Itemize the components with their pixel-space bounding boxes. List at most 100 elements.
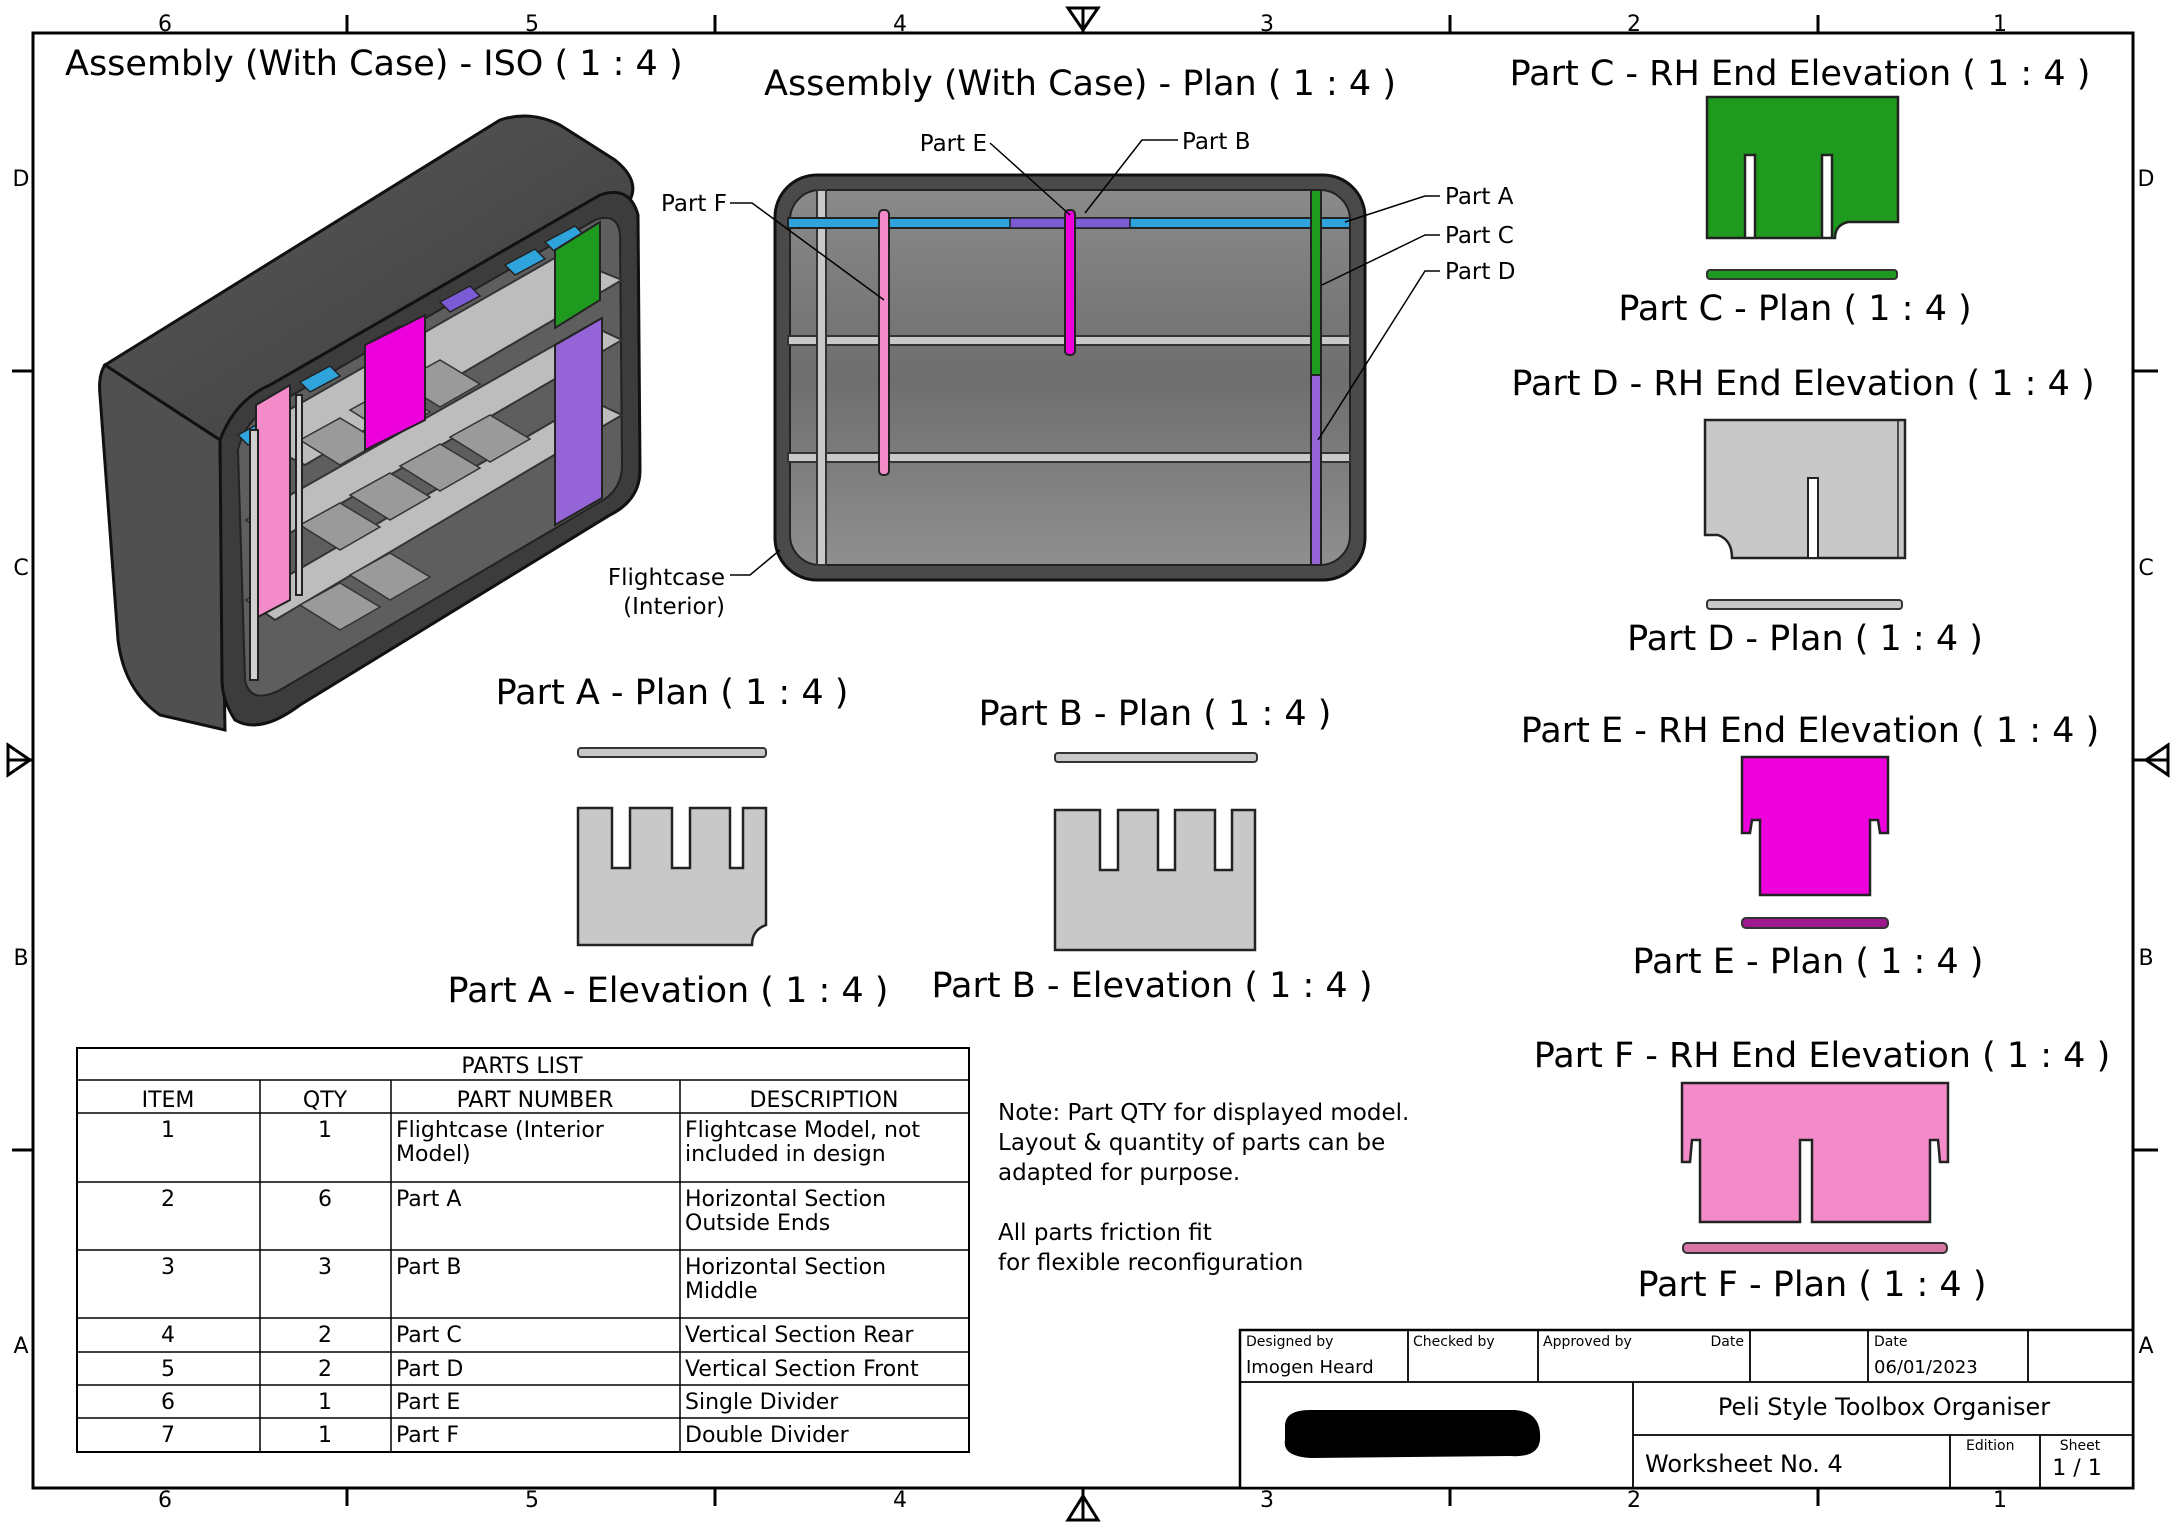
designed-by-label: Designed by [1246, 1334, 1333, 1350]
parts-list-header: PART NUMBER [457, 1088, 614, 1113]
zone-row-left: C [13, 556, 28, 581]
zone-row-right: D [2138, 167, 2155, 192]
parts-list-part-cell: Flightcase (Interior [396, 1118, 605, 1143]
parts-list-qty-cell: 1 [318, 1423, 332, 1448]
parts-list-item-cell: 1 [161, 1118, 175, 1143]
notes: Note: Part QTY for displayed model. Layo… [998, 1100, 1409, 1276]
parts-list-header: DESCRIPTION [750, 1088, 899, 1113]
note-line: Layout & quantity of parts can be [998, 1130, 1385, 1156]
part-b-plan-title: Part B - Plan ( 1 : 4 ) [979, 694, 1332, 734]
parts-list-qty-cell: 1 [318, 1390, 332, 1415]
part-f-plan-view [1682, 1242, 1948, 1254]
title-block: Designed by Imogen Heard Checked by Appr… [1238, 1328, 2135, 1490]
zone-row-left: D [13, 167, 30, 192]
zone-col-bottom: 4 [893, 1488, 907, 1513]
callout-flightcase-interior: (Interior) [623, 594, 725, 620]
parts-list-part-cell: Part A [396, 1187, 461, 1212]
zone-labels: 6 5 4 3 2 1 6 5 4 3 2 1 D C B A D C B A [13, 12, 2155, 1513]
parts-list-description-cell: Flightcase Model, not [685, 1118, 920, 1143]
note-line: adapted for purpose. [998, 1160, 1240, 1186]
part-a-elevation-title: Part A - Elevation ( 1 : 4 ) [448, 971, 889, 1011]
plan-callouts: Part E Part B Part F Part A Part C Part … [608, 129, 1516, 620]
edition-label: Edition [1966, 1438, 2014, 1454]
part-d-plan-title: Part D - Plan ( 1 : 4 ) [1627, 619, 1983, 659]
zone-col-top: 3 [1260, 12, 1274, 37]
part-c-end-title: Part C - RH End Elevation ( 1 : 4 ) [1510, 54, 2091, 94]
part-d-plan-view [1706, 599, 1903, 610]
parts-list-description-cell: Double Divider [685, 1423, 850, 1448]
zone-col-top: 6 [158, 12, 172, 37]
date-value: 06/01/2023 [1874, 1357, 1978, 1378]
worksheet-number: Worksheet No. 4 [1645, 1450, 1843, 1478]
part-a-plan-view [577, 747, 767, 758]
part-e-plan-view [1741, 917, 1889, 929]
parts-list-qty-cell: 2 [318, 1357, 332, 1382]
part-d-end-title: Part D - RH End Elevation ( 1 : 4 ) [1511, 364, 2094, 404]
callout-part-c: Part C [1445, 223, 1514, 249]
part-a-elevation-view [576, 806, 768, 947]
zone-col-bottom: 6 [158, 1488, 172, 1513]
parts-list-qty-cell: 1 [318, 1118, 332, 1143]
plan-leaders [730, 139, 1440, 576]
note-line: for flexible reconfiguration [998, 1250, 1303, 1276]
parts-list-table: PARTS LIST ITEM QTY PART NUMBER DESCRIPT… [76, 1047, 970, 1453]
parts-list-part-cell: Part C [396, 1323, 462, 1348]
parts-list-item-cell: 5 [161, 1357, 175, 1382]
part-e-plan-title: Part E - Plan ( 1 : 4 ) [1633, 942, 1984, 982]
zone-col-bottom: 1 [1993, 1488, 2007, 1513]
part-f-plan-title: Part F - Plan ( 1 : 4 ) [1638, 1265, 1987, 1305]
zone-col-top: 1 [1993, 12, 2007, 37]
parts-list-item-cell: 4 [161, 1323, 175, 1348]
part-f-end-elevation [1680, 1081, 1950, 1224]
drawing-title: Peli Style Toolbox Organiser [1718, 1393, 2050, 1421]
part-f-end-title: Part F - RH End Elevation ( 1 : 4 ) [1534, 1036, 2110, 1076]
zone-col-bottom: 2 [1627, 1488, 1641, 1513]
zone-col-bottom: 3 [1260, 1488, 1274, 1513]
parts-list-qty-cell: 2 [318, 1323, 332, 1348]
parts-list-description-cell: Vertical Section Front [685, 1357, 919, 1382]
iso-assembly-view [98, 114, 642, 732]
parts-list-item-cell: 3 [161, 1255, 175, 1280]
zone-col-top: 2 [1627, 12, 1641, 37]
part-c-plan-title: Part C - Plan ( 1 : 4 ) [1618, 289, 1971, 329]
part-d-end-elevation [1703, 418, 1907, 560]
zone-col-top: 5 [525, 12, 539, 37]
callout-part-a: Part A [1445, 184, 1514, 210]
callout-part-d: Part D [1445, 259, 1515, 285]
approved-by-label: Approved by [1543, 1334, 1632, 1350]
callout-flightcase: Flightcase [608, 565, 725, 591]
parts-list-part-cell: Part D [396, 1357, 463, 1382]
parts-list-qty-cell: 6 [318, 1187, 332, 1212]
part-c-end-elevation [1705, 95, 1900, 240]
checked-by-label: Checked by [1413, 1334, 1495, 1350]
zone-col-bottom: 5 [525, 1488, 539, 1513]
zone-row-left: B [13, 946, 28, 971]
parts-list-description-cell: Middle [685, 1279, 758, 1304]
parts-list-item-cell: 6 [161, 1390, 175, 1415]
parts-list-header: ITEM [142, 1088, 195, 1113]
plan-assembly-view [773, 173, 1367, 582]
date-label: Date [1711, 1334, 1744, 1350]
zone-row-right: B [2138, 946, 2153, 971]
parts-list-header: QTY [303, 1088, 348, 1113]
zone-col-top: 4 [893, 12, 907, 37]
plan-view-title: Assembly (With Case) - Plan ( 1 : 4 ) [764, 64, 1396, 104]
zone-row-right: A [2138, 1334, 2153, 1359]
parts-list-description-cell: Horizontal Section [685, 1255, 886, 1280]
parts-list-title: PARTS LIST [461, 1054, 583, 1079]
iso-view-title: Assembly (With Case) - ISO ( 1 : 4 ) [65, 44, 683, 84]
parts-list-description-cell: Single Divider [685, 1390, 839, 1415]
part-b-elevation-title: Part B - Elevation ( 1 : 4 ) [932, 966, 1373, 1006]
parts-list-item-cell: 2 [161, 1187, 175, 1212]
centre-marks [6, 6, 2170, 1522]
note-line: All parts friction fit [998, 1220, 1212, 1246]
parts-list-description-cell: included in design [685, 1142, 886, 1167]
zone-row-left: A [13, 1334, 28, 1359]
zone-row-right: C [2138, 556, 2153, 581]
callout-part-b: Part B [1182, 129, 1251, 155]
parts-list-description-cell: Horizontal Section [685, 1187, 886, 1212]
zone-ticks [12, 15, 2158, 1506]
part-b-elevation-view [1053, 808, 1257, 952]
note-line: Note: Part QTY for displayed model. [998, 1100, 1409, 1126]
